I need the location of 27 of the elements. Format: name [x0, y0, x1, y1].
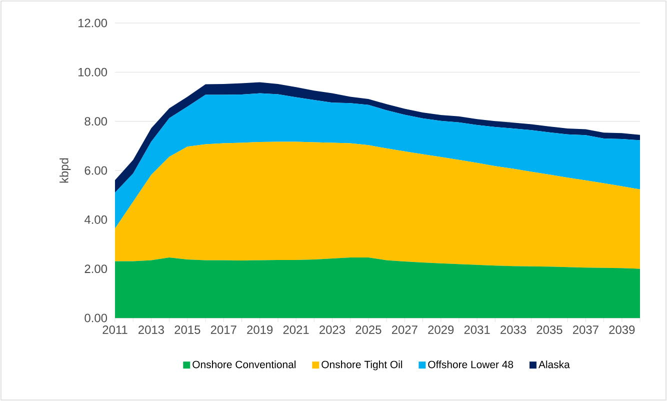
y-tick-label: 0.00 [84, 314, 108, 322]
x-tick-label: 2017 [210, 326, 236, 334]
y-tick-label: 10.00 [78, 68, 108, 76]
legend-label: Onshore Tight Oil [322, 360, 402, 370]
x-tick-label: 2039 [609, 326, 635, 334]
x-tick-label: 2037 [572, 326, 598, 334]
y-tick-label: 6.00 [84, 166, 108, 175]
y-tick-label: 8.00 [84, 117, 108, 126]
x-tick-label: 2027 [392, 326, 418, 334]
legend-label: Alaska [538, 360, 570, 368]
x-tick-label: 2021 [283, 326, 309, 334]
legend-label: Onshore Conventional [192, 360, 296, 368]
x-tick-label: 2033 [500, 326, 526, 334]
x-tick-label: 2015 [174, 326, 200, 334]
y-tick-label: 12.00 [78, 18, 108, 28]
x-tick-label: 2031 [464, 326, 490, 334]
x-tick-label: 2011 [102, 326, 128, 334]
x-tick-label: 2019 [247, 326, 273, 334]
x-tick-label: 2023 [320, 326, 346, 334]
x-tick-label: 2035 [536, 326, 562, 334]
y-tick-label: 2.00 [84, 264, 108, 274]
x-tick-label: 2013 [138, 326, 164, 334]
legend-label: Offshore Lower 48 [428, 360, 514, 368]
x-tick-label: 2025 [356, 326, 382, 334]
x-tick-label: 2029 [428, 326, 454, 334]
y-tick-label: 4.00 [84, 215, 108, 224]
y-axis-title: kbpd [60, 158, 71, 183]
